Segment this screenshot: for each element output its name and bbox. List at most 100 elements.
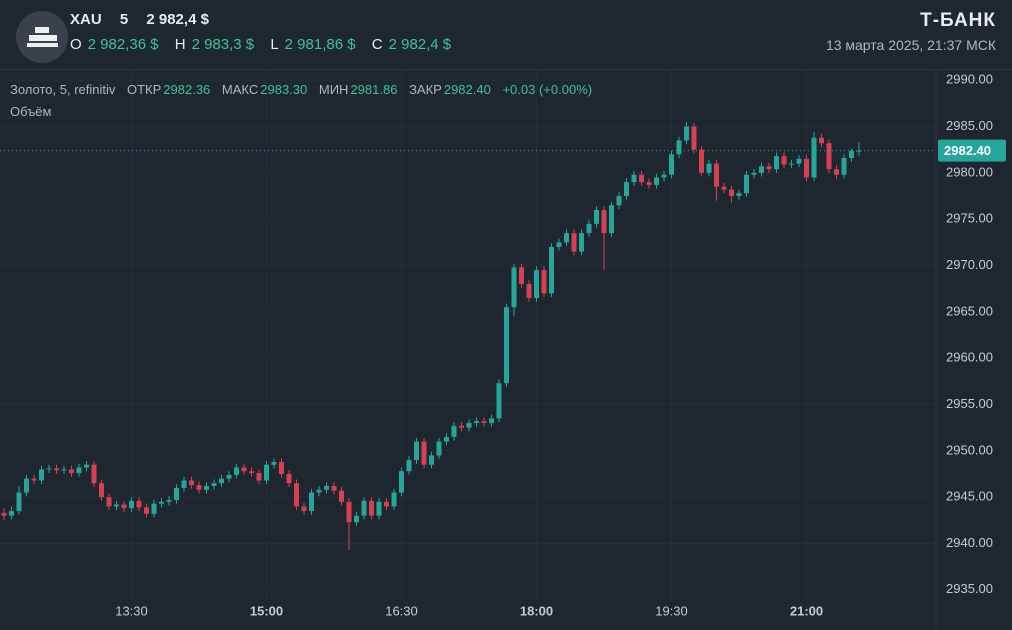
y-tick-label: 2975.00 <box>946 211 993 226</box>
candle-body <box>804 158 809 178</box>
volume-label: Объём <box>10 104 52 119</box>
candle-body <box>301 506 307 512</box>
price-label-box <box>938 139 1006 162</box>
close-value: 2982.40 <box>443 82 491 97</box>
candle-body <box>84 464 89 468</box>
candle-body <box>684 126 689 141</box>
low-label: МИН <box>318 82 349 97</box>
candle-body <box>556 242 562 247</box>
y-tick-label: 2985.00 <box>946 118 993 133</box>
candle-body <box>774 156 779 170</box>
low-value: 2981.86 <box>350 82 398 97</box>
candle-body <box>31 478 37 481</box>
price: 2 982,4 $ <box>146 11 209 28</box>
candle-body <box>669 154 674 175</box>
candle-body <box>159 501 164 504</box>
candle-body <box>219 478 224 484</box>
l-label: L <box>270 36 279 53</box>
candle-body <box>451 425 457 437</box>
candle-body <box>654 177 659 185</box>
x-tick-label: 15:00 <box>250 603 283 618</box>
c-value: 2 982,4 $ <box>388 36 452 53</box>
candle-body <box>474 421 479 424</box>
candle-body <box>796 158 802 164</box>
candle-body <box>384 501 389 507</box>
open-value: 2982.36 <box>163 82 211 97</box>
y-tick-label: 2960.00 <box>946 350 993 365</box>
candle-body <box>781 156 787 165</box>
y-tick-label: 2970.00 <box>946 257 993 272</box>
candle-body <box>601 209 607 234</box>
candle-body <box>549 246 554 294</box>
brand: Т-БАНК <box>920 10 996 31</box>
candle-body <box>406 460 412 472</box>
candle-body <box>811 137 817 178</box>
candle-body <box>736 193 742 197</box>
y-tick-label: 2935.00 <box>946 581 993 596</box>
candle-body <box>324 486 329 490</box>
candle-body <box>504 307 509 384</box>
candle-body <box>181 480 187 488</box>
y-tick-label: 2950.00 <box>946 442 993 457</box>
candle-body <box>609 205 614 234</box>
logo-icon <box>27 27 58 47</box>
candle-body <box>286 473 292 484</box>
candle-body <box>834 169 839 175</box>
candle-body <box>354 515 359 523</box>
candle-body <box>436 441 442 456</box>
candle-body <box>309 492 314 512</box>
candle-body <box>99 483 104 498</box>
candle-body <box>376 501 382 516</box>
candle-body <box>204 486 209 490</box>
l-value: 2 981,86 $ <box>284 36 356 53</box>
candle-body <box>616 196 622 206</box>
candle-body <box>136 500 142 508</box>
candle-body <box>166 499 172 502</box>
candle-body <box>624 182 629 197</box>
legend-bar: Золото, 5, refinitiv ОТКР 2982.36 МАКС 298… <box>10 82 594 97</box>
candle-body <box>421 441 427 465</box>
candle-body <box>481 421 487 424</box>
candle-body <box>594 209 599 224</box>
symbol: XAU <box>70 11 102 28</box>
datetime: 13 марта 2025, 21:37 МСК <box>825 37 996 53</box>
x-tick-label: 19:30 <box>655 603 688 618</box>
candle-body <box>271 461 277 465</box>
candle-body <box>226 474 232 479</box>
o-label: O <box>70 36 82 53</box>
candle-body <box>466 423 472 428</box>
candle-body <box>444 436 449 442</box>
high-label: МАКС <box>221 82 259 97</box>
y-tick-label: 2965.00 <box>946 303 993 318</box>
candle-body <box>819 137 824 144</box>
candle-body <box>639 174 644 183</box>
candle-body <box>241 467 247 472</box>
candle-body <box>91 464 97 484</box>
candle-body <box>676 140 682 155</box>
candle-body <box>849 150 854 159</box>
h-value: 2 983,3 $ <box>191 36 255 53</box>
candle-body <box>496 383 502 419</box>
candle-body <box>399 471 404 493</box>
candle-body <box>106 497 112 507</box>
candle-body <box>129 500 134 509</box>
candle-body <box>234 467 239 475</box>
candle-body <box>766 166 772 170</box>
candle-body <box>429 455 434 465</box>
x-tick-label: 21:00 <box>790 603 823 618</box>
candle-body <box>279 461 284 474</box>
interval: 5 <box>119 11 129 28</box>
header: XAU 5 2 982,4 $ O 2 982,36 $ H 2 983,3 $ L… <box>0 0 1012 70</box>
candle-body <box>699 149 704 173</box>
x-tick-label: 18:00 <box>520 603 553 618</box>
candle-body <box>841 158 847 175</box>
candle-body <box>826 143 832 170</box>
candle-body <box>46 468 52 470</box>
candle-body <box>114 504 119 507</box>
open-label: ОТКР <box>127 82 162 97</box>
candle-body <box>646 182 652 185</box>
candle-body <box>9 511 14 516</box>
candle-body <box>414 441 419 461</box>
